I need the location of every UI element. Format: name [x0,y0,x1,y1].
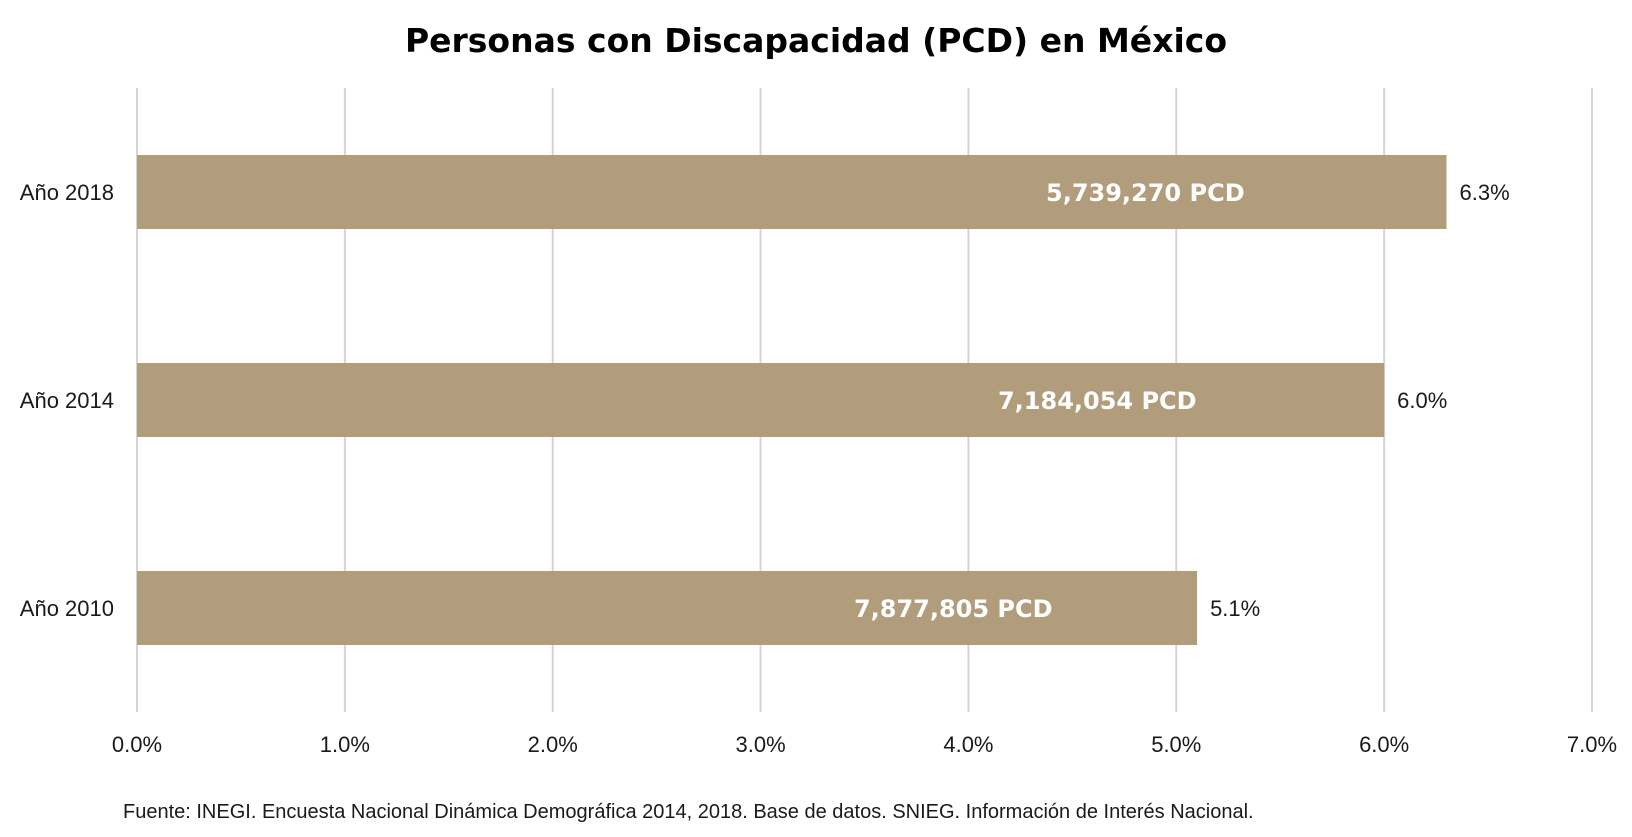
x-tick-label: 6.0% [1359,732,1409,757]
category-label: Año 2010 [20,596,114,621]
x-tick-label: 5.0% [1151,732,1201,757]
bar [137,571,1198,645]
value-label: 6.3% [1460,180,1510,205]
bar [137,363,1385,437]
category-label: Año 2014 [20,388,114,413]
category-label: Año 2018 [20,180,114,205]
x-tick-label: 1.0% [320,732,370,757]
bar-inner-label: 7,184,054 PCD [998,387,1197,415]
x-tick-label: 3.0% [735,732,785,757]
source-note: Fuente: INEGI. Encuesta Nacional Dinámic… [123,801,1254,823]
x-tick-label: 2.0% [528,732,578,757]
x-tick-label: 4.0% [943,732,993,757]
bar-inner-label: 5,739,270 PCD [1046,179,1245,207]
x-tick-label: 7.0% [1567,732,1617,757]
bar [137,155,1447,229]
value-label: 6.0% [1397,388,1447,413]
value-label: 5.1% [1210,596,1260,621]
bars-group [137,155,1447,645]
x-tick-label: 0.0% [112,732,162,757]
chart-title: Personas con Discapacidad (PCD) en Méxic… [405,21,1227,60]
labels-group: 0.0% 1.0% 2.0% 3.0% 4.0% 5.0% 6.0% 7.0% Año 2018… [20,179,1617,757]
bar-inner-label: 7,877,805 PCD [854,595,1053,623]
